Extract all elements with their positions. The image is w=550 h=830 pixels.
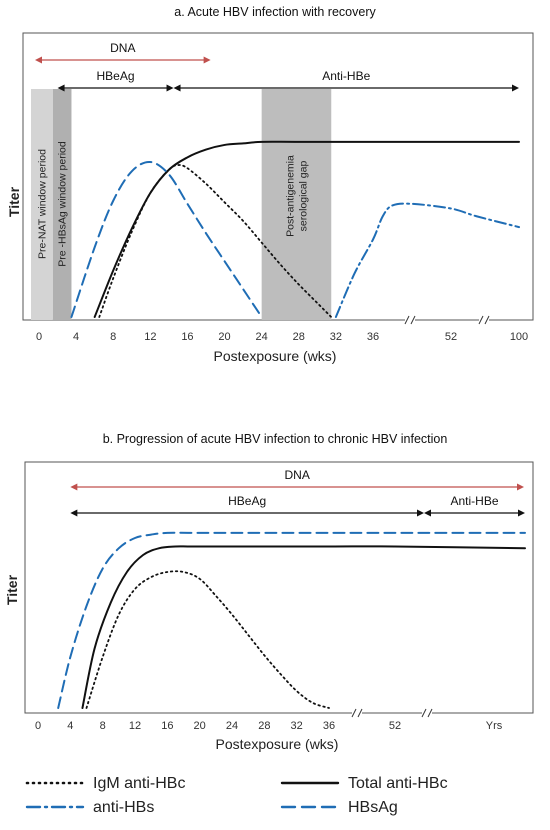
legend-item-hbsag: HBsAg xyxy=(280,799,398,816)
legend-label-anti-hbs: anti-HBs xyxy=(93,799,154,816)
panel-a-gap-label-line-2: serological gap xyxy=(297,161,309,232)
panel-a-axis-break-1-mask xyxy=(405,315,415,325)
panel-a-y-axis-label: Titer xyxy=(6,186,22,217)
panel-a-axis-break-1-stroke-1 xyxy=(404,315,410,325)
panel-a-x-tick-36: 36 xyxy=(367,331,379,343)
panel-a-span-dna-head-left xyxy=(35,56,42,64)
legend: IgM anti-HBc Total anti-HBc anti-HBs HBsAg xyxy=(25,775,448,816)
panel-a-span-anti-hbe-head-right xyxy=(512,84,519,92)
panel-b-span-hbeag xyxy=(70,509,424,517)
panel-b-span-label-dna: DNA xyxy=(284,468,309,482)
panel-b-span-hbeag-head-left xyxy=(70,509,78,517)
panel-b-x-tick-yrs: Yrs xyxy=(486,720,503,732)
panel-b-x-axis-label: Postexposure (wks) xyxy=(216,736,339,752)
panel-b-x-tick-8: 8 xyxy=(100,720,106,732)
panel-b-span-anti-hbe xyxy=(424,509,525,517)
panel-a-span-label-dna: DNA xyxy=(110,41,135,55)
panel-b-x-tick-0: 0 xyxy=(35,720,41,732)
panel-a-x-axis-label: Postexposure (wks) xyxy=(214,348,337,364)
panel-a-span-hbeag xyxy=(57,84,174,92)
panel-b-axis-break-1 xyxy=(351,708,363,718)
panel-b-span-hbeag-head-right xyxy=(417,509,424,517)
panel-a-x-tick-52: 52 xyxy=(445,331,457,343)
panel-a-span-label-anti-hbe: Anti-HBe xyxy=(322,69,370,83)
panel-a-axis-break-2 xyxy=(478,315,490,325)
panel-b-x-tick-12: 12 xyxy=(129,720,141,732)
panel-b-span-dna-head-left xyxy=(70,483,78,491)
panel-b-series-hbsag xyxy=(57,531,526,709)
panel-a-series-anti-hbs xyxy=(334,202,520,318)
panel-a-x-tick-16: 16 xyxy=(181,331,193,343)
panel-b-axis-break-2-stroke-2 xyxy=(427,708,433,718)
panel-b-x-tick-28: 28 xyxy=(258,720,270,732)
panel-b-x-tick-16: 16 xyxy=(161,720,173,732)
legend-item-igm-anti-hbc: IgM anti-HBc xyxy=(25,775,185,792)
panel-a-chart: a. Acute HBV infection with recovery Pre… xyxy=(6,5,534,364)
panel-a-shade-label-pre-nat-window-period: Pre-NAT window period xyxy=(36,149,48,259)
panel-a-span-anti-hbe xyxy=(173,84,519,92)
panel-b-axis-break-1-stroke-1 xyxy=(351,708,357,718)
panel-b-plot-frame xyxy=(24,461,534,714)
panel-b-axis-break-1-stroke-2 xyxy=(357,708,363,718)
panel-b-span-label-hbeag: HBeAg xyxy=(228,494,266,508)
panel-b-span-dna-head-right xyxy=(517,483,524,491)
panel-a-shade-pre-hbsag-window-period xyxy=(52,89,72,320)
legend-label-total-anti-hbc: Total anti-HBc xyxy=(348,775,448,792)
legend-item-anti-hbs: anti-HBs xyxy=(25,799,154,816)
panel-a-axis-break-1 xyxy=(404,315,416,325)
panel-a-x-tick-4: 4 xyxy=(73,331,79,343)
panel-a-x-tick-20: 20 xyxy=(218,331,230,343)
panel-a-title: a. Acute HBV infection with recovery xyxy=(174,5,376,19)
panel-b-x-tick-24: 24 xyxy=(226,720,238,732)
panel-a-x-tick-100: 100 xyxy=(510,331,528,343)
panel-b-span-anti-hbe-head-left xyxy=(424,509,431,517)
panel-b-axis-break-2-stroke-1 xyxy=(421,708,427,718)
panel-a-x-tick-28: 28 xyxy=(293,331,305,343)
panel-a-axis-break-1-stroke-2 xyxy=(410,315,416,325)
panel-a-gap-label-line-1: Post-antigenemia xyxy=(284,155,296,237)
panel-b-series-igm-anti-hbc xyxy=(85,570,330,709)
panel-b-y-axis-label: Titer xyxy=(4,574,20,605)
legend-label-igm-anti-hbc: IgM anti-HBc xyxy=(93,775,185,792)
panel-b-x-tick-20: 20 xyxy=(194,720,206,732)
legend-item-total-anti-hbc: Total anti-HBc xyxy=(280,775,448,792)
panel-a-x-tick-24: 24 xyxy=(256,331,268,343)
panel-b-chart: b. Progression of acute HBV infection to… xyxy=(4,432,534,752)
panel-a-span-dna-head-right xyxy=(203,56,211,64)
panel-a-span-label-hbeag: HBeAg xyxy=(97,69,135,83)
panel-b-x-tick-4: 4 xyxy=(67,720,73,732)
panel-a-x-tick-32: 32 xyxy=(330,331,342,343)
panel-a-x-tick-12: 12 xyxy=(144,331,156,343)
panel-a-axis-break-2-stroke-2 xyxy=(484,315,490,325)
panel-a-shade-pre-nat-window-period xyxy=(31,89,53,320)
panel-b-axis-break-2 xyxy=(421,708,433,718)
panel-b-title: b. Progression of acute HBV infection to… xyxy=(103,432,448,446)
panel-a-series-hbsag xyxy=(70,160,263,318)
panel-a-x-tick-8: 8 xyxy=(110,331,116,343)
panel-a-axis-break-2-mask xyxy=(479,315,489,325)
panel-a-series-total-anti-hbc xyxy=(93,140,520,318)
panel-b-axis-break-2-mask xyxy=(422,708,432,718)
panel-b-x-tick-52: 52 xyxy=(389,720,401,732)
legend-label-hbsag: HBsAg xyxy=(348,799,398,816)
panel-b-x-tick-32: 32 xyxy=(291,720,303,732)
panel-a-span-hbeag-head-left xyxy=(57,84,65,92)
panel-a-span-dna xyxy=(35,56,211,64)
panel-b-span-label-anti-hbe: Anti-HBe xyxy=(450,494,498,508)
panel-b-series-total-anti-hbc xyxy=(81,545,526,709)
panel-a-span-hbeag-head-right xyxy=(166,84,174,92)
panel-a-span-anti-hbe-head-left xyxy=(173,84,181,92)
panel-a-axis-break-2-stroke-1 xyxy=(478,315,484,325)
panel-a-shade-label-pre-hbsag-window-period: Pre -HBsAg window period xyxy=(57,141,69,267)
panel-a-x-tick-0: 0 xyxy=(36,331,42,343)
panel-b-axis-break-1-mask xyxy=(352,708,362,718)
panel-b-x-tick-36: 36 xyxy=(323,720,335,732)
panel-b-span-dna xyxy=(70,483,524,491)
panel-b-span-anti-hbe-head-right xyxy=(518,509,525,517)
